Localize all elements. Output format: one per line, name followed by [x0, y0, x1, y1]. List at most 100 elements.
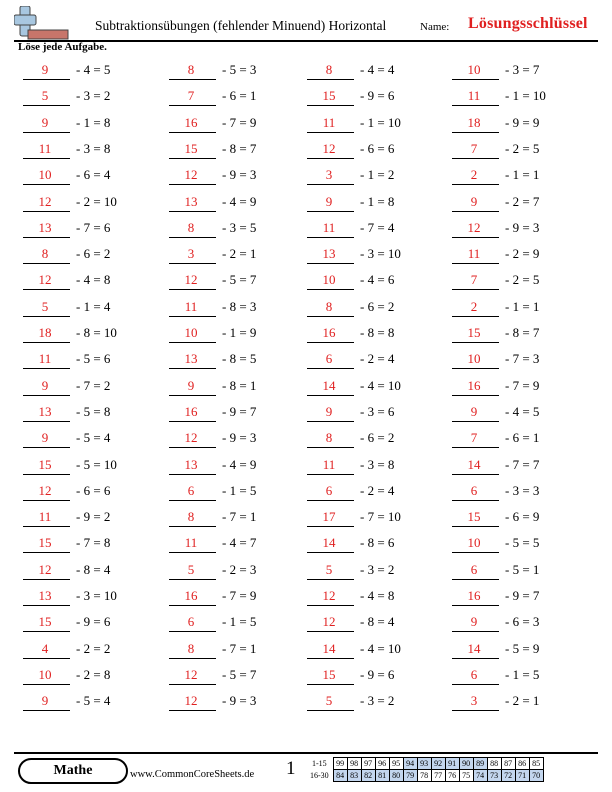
equation-remainder: - 1 = 5 [222, 614, 257, 630]
missing-minuend-answer: 12 [467, 219, 481, 235]
equation-remainder: - 1 = 1 [505, 298, 540, 314]
answer-blank-line [23, 368, 70, 370]
missing-minuend-answer: 16 [322, 325, 336, 340]
missing-minuend-answer: 7 [187, 88, 195, 104]
score-cell: 90 [458, 757, 474, 770]
equation-remainder: - 2 = 2 [76, 640, 111, 656]
equation-remainder: - 5 = 7 [222, 272, 257, 288]
missing-minuend-answer: 12 [322, 614, 336, 630]
missing-minuend-answer: 10 [467, 62, 481, 77]
equation-remainder: - 8 = 7 [505, 325, 540, 340]
missing-minuend-answer: 13 [184, 351, 198, 367]
equation-remainder: - 2 = 4 [360, 482, 395, 498]
equation-remainder: - 2 = 4 [360, 351, 395, 367]
score-cell: 94 [402, 757, 418, 770]
equation-remainder: - 8 = 6 [360, 535, 395, 551]
worksheet-footer: Mathe www.CommonCoreSheets.de 1 1-15 99 9… [14, 753, 598, 787]
missing-minuend-answer: 15 [38, 535, 52, 551]
answer-blank-line [307, 342, 354, 343]
score-cell: 89 [472, 757, 488, 770]
equation-remainder: - 8 = 3 [222, 298, 257, 314]
equation-remainder: - 5 = 6 [76, 351, 111, 367]
answer-blank-line [169, 236, 216, 238]
equation-remainder: - 1 = 2 [360, 167, 395, 183]
answer-blank-line [452, 368, 499, 370]
score-cell: 81 [374, 769, 390, 782]
missing-minuend-answer: 13 [184, 456, 198, 472]
answer-blank-line [169, 605, 216, 606]
missing-minuend-answer: 8 [325, 62, 333, 77]
missing-minuend-answer: 11 [322, 219, 336, 235]
missing-minuend-answer: 5 [41, 298, 49, 314]
equation-remainder: - 4 = 8 [76, 272, 111, 288]
missing-minuend-answer: 11 [322, 114, 336, 130]
answer-blank-line [307, 236, 354, 238]
equation-remainder: - 9 = 7 [222, 403, 257, 419]
score-cell: 70 [528, 769, 544, 782]
score-cell: 86 [514, 757, 530, 770]
missing-minuend-answer: 10 [38, 167, 52, 183]
answer-blank-line [23, 105, 70, 107]
equation-remainder: - 4 = 7 [222, 535, 257, 551]
equation-remainder: - 1 = 5 [222, 482, 257, 498]
equation-remainder: - 9 = 6 [76, 614, 111, 630]
equation-remainder: - 8 = 4 [360, 614, 395, 630]
equation-remainder: - 1 = 8 [76, 114, 111, 130]
missing-minuend-answer: 7 [470, 140, 478, 156]
equation-remainder: - 1 = 10 [505, 88, 546, 104]
score-cell: 95 [388, 757, 404, 770]
score-row: 1-15 99 98 97 96 95 94 93 92 91 90 89 88 87 86 85 [310, 757, 544, 770]
equation-remainder: - 7 = 8 [76, 535, 111, 551]
score-cell: 97 [360, 757, 376, 770]
equation-remainder: - 9 = 9 [505, 114, 540, 130]
score-cell: 92 [430, 757, 446, 770]
equation-remainder: - 5 = 4 [76, 693, 111, 709]
answer-blank-line [169, 368, 216, 370]
answer-blank-line [169, 578, 216, 580]
equation-remainder: - 6 = 2 [76, 246, 111, 262]
missing-minuend-answer: 11 [467, 246, 481, 262]
missing-minuend-answer: 6 [470, 482, 478, 498]
equation-remainder: - 1 = 1 [505, 167, 540, 183]
missing-minuend-answer: 9 [470, 614, 478, 630]
answer-blank-line [169, 657, 216, 659]
equation-remainder: - 9 = 6 [360, 666, 395, 682]
equation-remainder: - 9 = 6 [360, 88, 395, 104]
missing-minuend-answer: 7 [470, 430, 478, 446]
score-cell: 76 [444, 769, 460, 782]
equation-remainder: - 1 = 5 [505, 666, 540, 682]
equation-remainder: - 8 = 8 [360, 325, 395, 340]
equation-remainder: - 1 = 9 [222, 325, 257, 340]
equation-remainder: - 7 = 4 [360, 219, 395, 235]
equation-remainder: - 3 = 8 [360, 456, 395, 472]
score-cell: 80 [388, 769, 404, 782]
score-row-label: 16-30 [310, 771, 329, 780]
equation-remainder: - 7 = 9 [505, 377, 540, 393]
equation-remainder: - 9 = 3 [222, 693, 257, 709]
missing-minuend-answer: 13 [38, 403, 52, 419]
header-divider [14, 40, 598, 42]
answer-blank-line [307, 578, 354, 580]
answer-blank-line [169, 447, 216, 449]
equation-remainder: - 7 = 3 [505, 351, 540, 367]
answer-blank-line [169, 131, 216, 133]
missing-minuend-answer: 11 [184, 298, 198, 314]
answer-blank-line [23, 420, 70, 422]
equation-remainder: - 6 = 9 [505, 509, 540, 525]
equation-remainder: - 5 = 10 [76, 456, 117, 472]
equation-remainder: - 7 = 7 [505, 456, 540, 472]
answer-blank-line [23, 184, 70, 186]
equation-remainder: - 4 = 10 [360, 377, 401, 393]
missing-minuend-answer: 6 [187, 482, 195, 498]
score-cell: 87 [500, 757, 516, 770]
equation-remainder: - 5 = 4 [76, 430, 111, 446]
equation-remainder: - 6 = 4 [76, 167, 111, 183]
equation-remainder: - 2 = 3 [222, 561, 257, 577]
answer-blank-line [307, 420, 354, 422]
equation-remainder: - 2 = 9 [505, 246, 540, 262]
equation-remainder: - 1 = 4 [76, 298, 111, 314]
score-cell: 93 [416, 757, 432, 770]
answer-blank-line [452, 105, 499, 107]
equation-remainder: - 8 = 10 [76, 325, 117, 340]
equation-remainder: - 4 = 6 [360, 272, 395, 288]
